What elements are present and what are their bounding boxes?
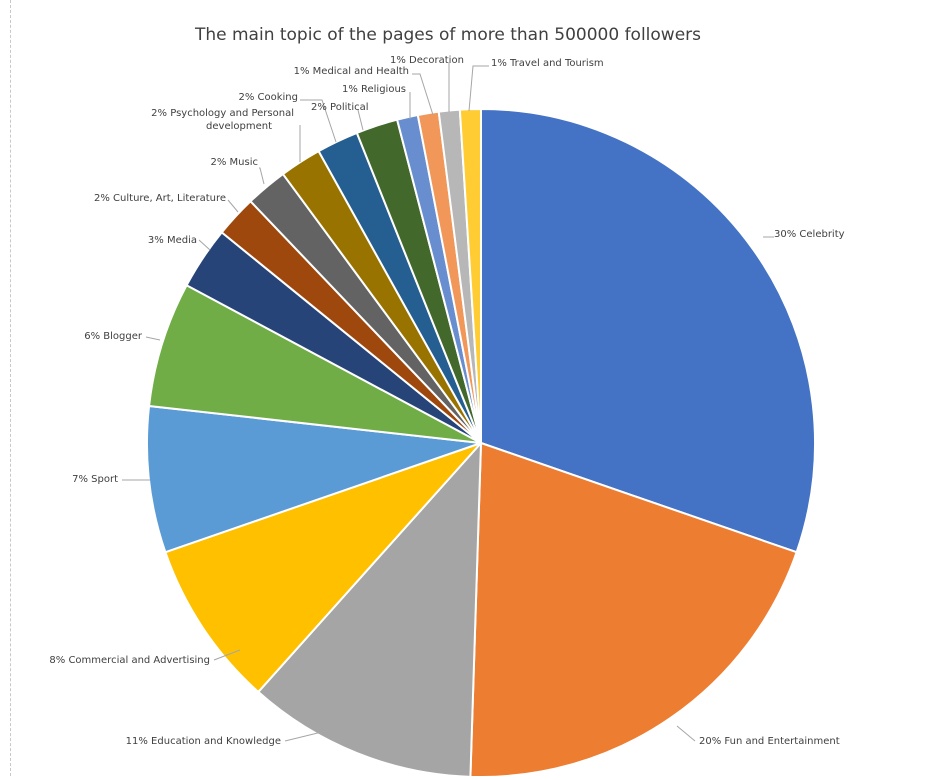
leader-lines <box>122 63 774 742</box>
data-label: 2% Culture, Art, Literature <box>94 193 226 204</box>
data-label: 1% Religious <box>342 84 406 95</box>
data-label: 1% Travel and Tourism <box>491 58 604 69</box>
data-label: 20% Fun and Entertainment <box>699 736 840 747</box>
pie-slices <box>146 107 816 778</box>
data-label: 2% Cooking <box>238 92 298 103</box>
leader-line <box>468 65 489 112</box>
leader-line <box>259 167 265 185</box>
data-label: 1% Medical and Health <box>294 66 409 77</box>
data-label: 30% Celebrity <box>774 229 845 240</box>
data-label: 11% Education and Knowledge <box>126 736 281 747</box>
leader-line <box>227 199 239 213</box>
data-label: 2% Political <box>311 102 369 113</box>
data-label: 8% Commercial and Advertising <box>49 655 210 666</box>
data-label: 7% Sport <box>72 474 118 485</box>
leader-line <box>145 336 161 341</box>
leader-line <box>676 725 696 742</box>
pie-slice-commercial-and-advertising <box>164 442 482 693</box>
leader-line <box>198 239 211 251</box>
data-label: 1% Decoration <box>390 55 464 66</box>
leader-line <box>357 109 364 131</box>
chart-title: The main topic of the pages of more than… <box>194 25 701 45</box>
pie-slice-blogger <box>148 284 482 444</box>
data-label: 2% Psychology and Personal development <box>151 108 294 132</box>
leader-line <box>213 649 241 661</box>
left-divider <box>10 0 11 776</box>
data-label: 6% Blogger <box>84 331 143 342</box>
pie-slice-travel-and-tourism <box>458 107 482 444</box>
leader-line <box>300 99 337 143</box>
leader-line <box>412 73 434 116</box>
data-label: 2% Music <box>211 157 259 168</box>
pie-slice-celebrity <box>480 108 816 554</box>
leader-line <box>284 729 331 742</box>
pie-slice-fun-and-entertainment <box>469 442 798 778</box>
data-labels: 30% Celebrity 20% Fun and Entertainment 11… <box>49 55 844 747</box>
data-label: 3% Media <box>148 235 197 246</box>
